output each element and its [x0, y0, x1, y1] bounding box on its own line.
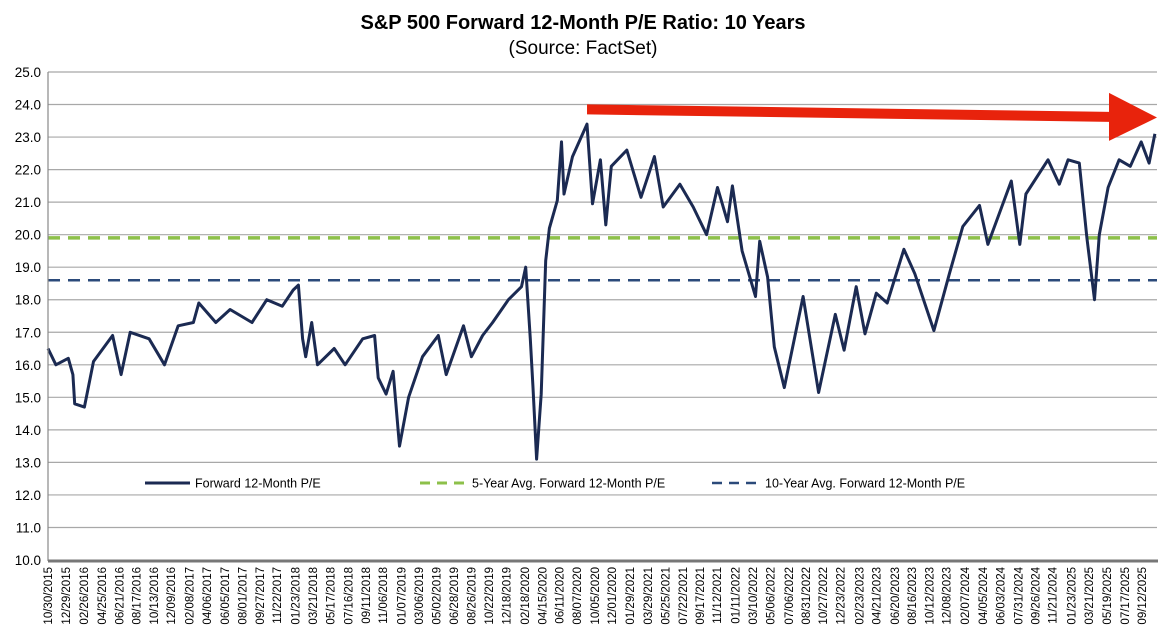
y-tick-label: 21.0: [15, 195, 41, 210]
x-tick-label: 12/09/2016: [166, 567, 178, 625]
series-line-forward-pe: [46, 122, 1157, 461]
x-tick-label: 03/21/2025: [1084, 567, 1096, 625]
x-tick-label: 07/31/2024: [1013, 566, 1025, 624]
x-tick-label: 02/18/2020: [520, 567, 532, 625]
x-tick-label: 09/12/2025: [1137, 567, 1149, 625]
x-tick-label: 09/26/2024: [1031, 566, 1043, 624]
x-tick-label: 04/06/2017: [202, 567, 214, 625]
chart-title: S&P 500 Forward 12-Month P/E Ratio: 10 Y…: [361, 12, 806, 34]
x-tick-label: 08/01/2017: [238, 567, 250, 625]
y-tick-label: 14.0: [15, 423, 41, 438]
y-tick-label: 16.0: [15, 358, 41, 373]
x-tick-label: 12/18/2019: [501, 567, 513, 625]
x-tick-label: 01/23/2018: [291, 567, 303, 625]
x-tick-label: 10/05/2020: [590, 567, 602, 625]
x-tick-label: 08/16/2023: [907, 567, 919, 625]
x-tick-label: 04/25/2016: [97, 567, 109, 625]
x-tick-label: 12/08/2023: [942, 567, 954, 625]
x-tick-label: 10/30/2015: [43, 567, 55, 625]
legend: Forward 12-Month P/E 5-Year Avg. Forward…: [145, 477, 965, 491]
x-tick-label: 07/17/2025: [1120, 567, 1132, 625]
x-tick-label: 01/29/2021: [625, 567, 637, 625]
x-tick-label: 04/05/2024: [978, 566, 990, 624]
x-tick-label: 05/17/2018: [325, 567, 337, 625]
x-tick-label: 10/22/2019: [484, 567, 496, 625]
x-tick-label: 06/20/2023: [890, 567, 902, 625]
y-tick-label: 22.0: [15, 163, 41, 178]
x-tick-label: 01/07/2019: [397, 567, 409, 625]
legend-label-10yr-avg: 10-Year Avg. Forward 12-Month P/E: [765, 477, 965, 491]
x-tick-label: 02/26/2016: [79, 567, 91, 625]
x-axis-ticks: 10/30/2015 12/29/2015 02/26/2016 04/25/2016…: [43, 566, 1149, 624]
x-tick-label: 08/26/2019: [467, 567, 479, 625]
x-tick-label: 07/22/2021: [678, 567, 690, 625]
y-tick-label: 12.0: [15, 488, 41, 503]
x-tick-label: 05/19/2025: [1102, 567, 1114, 625]
y-tick-label: 23.0: [15, 130, 41, 145]
x-tick-label: 02/08/2017: [185, 567, 197, 625]
arrow-shape: [587, 92, 1157, 141]
chart-subtitle: (Source: FactSet): [509, 38, 658, 59]
x-tick-label: 06/11/2020: [555, 567, 567, 624]
x-tick-label: 04/21/2023: [872, 567, 884, 625]
x-tick-label: 11/21/2024: [1048, 566, 1060, 623]
x-tick-label: 05/06/2022: [765, 567, 777, 625]
x-tick-label: 01/11/2022: [730, 567, 742, 624]
x-tick-label: 02/23/2023: [854, 567, 866, 625]
x-tick-label: 09/27/2017: [255, 567, 267, 625]
x-tick-label: 12/01/2020: [607, 567, 619, 625]
x-tick-label: 09/11/2018: [361, 567, 373, 624]
x-tick-label: 05/25/2021: [660, 567, 672, 625]
y-axis-ticks: 10.0 11.0 12.0 13.0 14.0 15.0 16.0 17.0 18.0 19.0…: [15, 65, 41, 568]
legend-label-5yr-avg: 5-Year Avg. Forward 12-Month P/E: [472, 477, 665, 491]
y-tick-label: 10.0: [15, 553, 41, 568]
x-tick-label: 08/31/2022: [801, 567, 813, 625]
y-tick-label: 19.0: [15, 260, 41, 275]
y-tick-label: 13.0: [15, 455, 41, 470]
x-tick-label: 11/06/2018: [378, 567, 390, 624]
x-tick-label: 07/16/2018: [343, 567, 355, 625]
x-tick-label: 04/15/2020: [537, 567, 549, 625]
x-tick-label: 12/29/2015: [61, 567, 73, 625]
x-tick-label: 06/03/2024: [996, 566, 1008, 624]
x-tick-label: 10/13/2016: [149, 567, 161, 625]
x-tick-label: 12/23/2022: [835, 567, 847, 625]
y-tick-label: 11.0: [16, 520, 41, 535]
x-tick-label: 08/17/2016: [132, 567, 144, 625]
y-tick-label: 17.0: [15, 325, 41, 340]
x-tick-label: 07/06/2022: [784, 567, 796, 625]
x-tick-label: 10/27/2022: [818, 567, 830, 625]
x-tick-label: 10/12/2023: [924, 567, 936, 625]
x-tick-label: 11/12/2021: [712, 567, 724, 624]
x-tick-label: 03/29/2021: [643, 567, 655, 625]
y-tick-label: 20.0: [15, 228, 41, 243]
x-tick-label: 01/23/2025: [1067, 567, 1079, 625]
y-tick-label: 25.0: [15, 65, 41, 80]
trend-arrow-annotation: [587, 92, 1157, 141]
x-tick-label: 03/06/2019: [414, 567, 426, 625]
x-tick-label: 05/02/2019: [431, 567, 443, 625]
x-tick-label: 09/17/2021: [695, 567, 707, 625]
y-tick-label: 15.0: [15, 390, 41, 405]
x-tick-label: 03/21/2018: [308, 567, 320, 625]
average-lines: [48, 236, 1157, 282]
gridlines: [48, 71, 1157, 529]
x-tick-label: 11/22/2017: [272, 567, 284, 624]
x-tick-label: 06/05/2017: [220, 567, 232, 625]
x-tick-label: 06/28/2019: [449, 567, 461, 625]
y-tick-label: 24.0: [15, 98, 41, 113]
legend-label-forward-pe: Forward 12-Month P/E: [195, 477, 321, 491]
x-tick-label: 02/07/2024: [960, 566, 972, 624]
y-tick-label: 18.0: [15, 293, 41, 308]
x-tick-label: 06/21/2016: [114, 567, 126, 625]
x-tick-label: 03/10/2022: [748, 567, 760, 625]
x-tick-label: 08/07/2020: [572, 567, 584, 625]
